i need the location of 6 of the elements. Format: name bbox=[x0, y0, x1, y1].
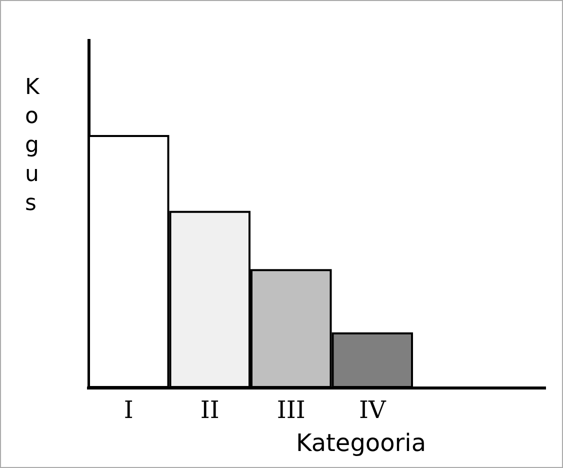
x-tick-label: IV bbox=[358, 396, 386, 424]
y-axis-title: Kogus bbox=[25, 75, 40, 216]
x-tick-label: I bbox=[124, 396, 134, 424]
x-axis-title: Kategooria bbox=[296, 429, 426, 457]
x-tick-label: II bbox=[200, 396, 220, 424]
x-tick-label: III bbox=[276, 396, 306, 424]
